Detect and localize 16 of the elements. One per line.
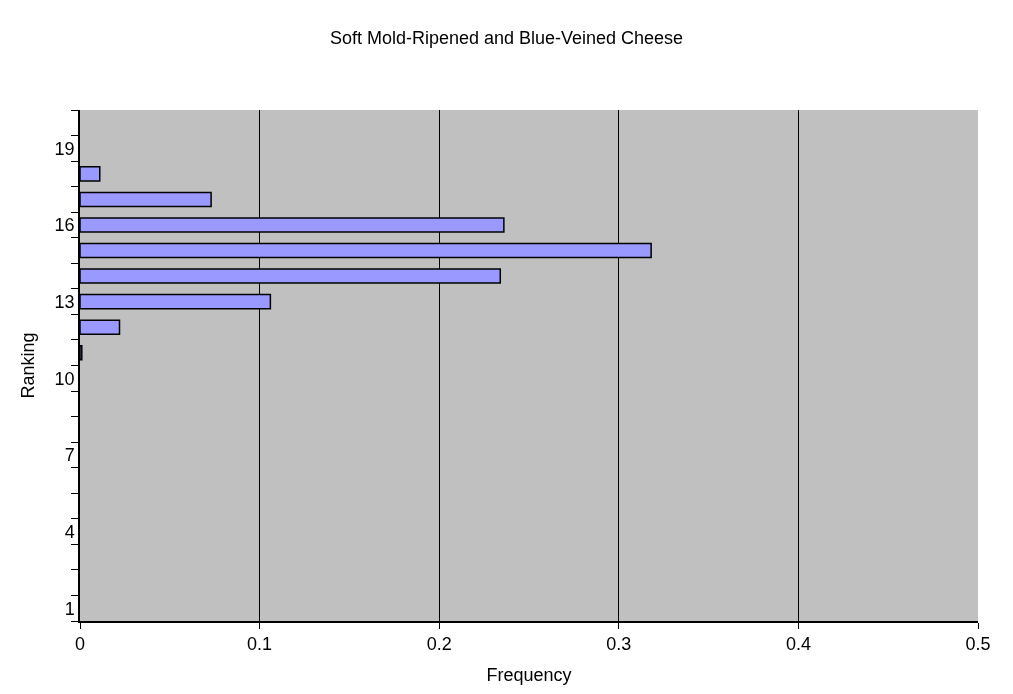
y-axis-title: Ranking [18, 332, 39, 399]
y-tick-label: 13 [54, 291, 75, 312]
y-tick-label: 19 [54, 138, 75, 159]
y-tick-label: 1 [64, 598, 75, 619]
x-axis-title: Frequency [486, 664, 572, 685]
y-tick-label: 7 [64, 445, 75, 466]
chart-title: Soft Mold-Ripened and Blue-Veined Cheese [329, 27, 684, 48]
y-tick-label: 16 [54, 215, 75, 236]
y-tick-label: 4 [64, 521, 75, 542]
x-tick-label: 0.1 [247, 634, 273, 655]
x-tick-label: 0.4 [785, 634, 811, 655]
y-tick-label: 10 [54, 368, 75, 389]
x-tick-label: 0.5 [965, 634, 991, 655]
x-tick-label: 0.2 [426, 634, 452, 655]
x-tick-label: 0.3 [606, 634, 632, 655]
x-tick-label: 0 [74, 634, 86, 655]
